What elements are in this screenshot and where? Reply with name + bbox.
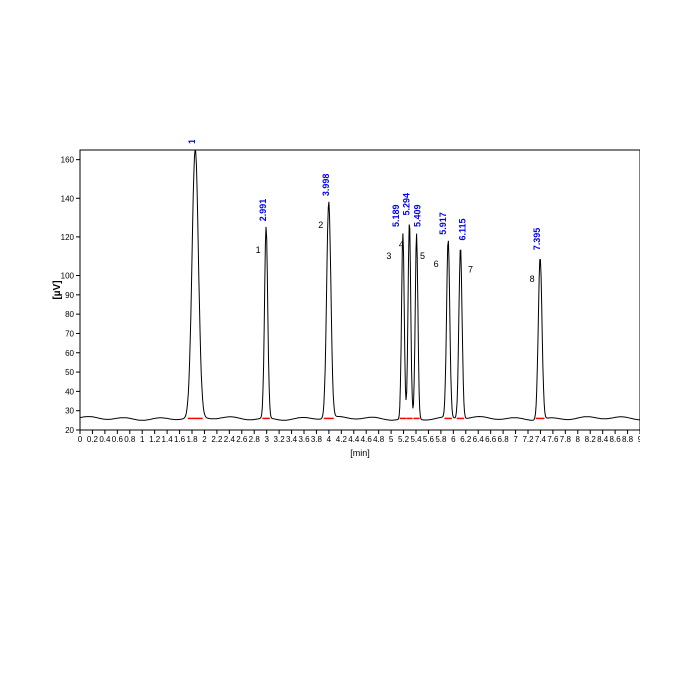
x-axis-label: [min] xyxy=(350,448,370,458)
xtick-label: 4.4 xyxy=(348,435,360,444)
xtick-label: 3.4 xyxy=(286,435,298,444)
xtick-label: 0.2 xyxy=(87,435,99,444)
peak-number-label: 3 xyxy=(386,251,391,261)
peak-number-label: 1 xyxy=(256,245,261,255)
xtick-label: 8.8 xyxy=(622,435,634,444)
xtick-label: 7.2 xyxy=(522,435,534,444)
xtick-label: 4 xyxy=(327,435,332,444)
xtick-label: 5.8 xyxy=(435,435,447,444)
peak-number-label: 5 xyxy=(420,251,425,261)
ytick-label: 20 xyxy=(65,426,74,435)
ytick-label: 40 xyxy=(65,387,74,396)
xtick-label: 0.8 xyxy=(124,435,136,444)
xtick-label: 6.6 xyxy=(485,435,497,444)
ytick-label: 120 xyxy=(61,233,75,242)
peak-number-label: 2 xyxy=(318,220,323,230)
xtick-label: 3.8 xyxy=(311,435,323,444)
xtick-label: 2.4 xyxy=(224,435,236,444)
retention-time-label: 5.917 xyxy=(438,212,448,235)
xtick-label: 7.6 xyxy=(547,435,559,444)
ytick-label: 90 xyxy=(65,291,74,300)
xtick-label: 3 xyxy=(264,435,269,444)
retention-time-label: 3.998 xyxy=(321,174,331,197)
peak-number-label: 7 xyxy=(468,265,473,275)
ytick-label: 60 xyxy=(65,349,74,358)
retention-time-label: 7.395 xyxy=(532,228,542,251)
xtick-label: 6.4 xyxy=(473,435,485,444)
xtick-label: 7.4 xyxy=(535,435,547,444)
xtick-label: 1.4 xyxy=(162,435,174,444)
xtick-label: 4.2 xyxy=(336,435,348,444)
ytick-label: 100 xyxy=(61,272,75,281)
peak-number-label: 4 xyxy=(399,239,404,249)
retention-time-label: 1.852 xyxy=(187,140,197,144)
y-axis-label: [µV] xyxy=(52,280,63,299)
plot-area xyxy=(80,150,640,430)
ytick-label: 70 xyxy=(65,329,74,338)
peak-number-label: 8 xyxy=(530,274,535,284)
xtick-label: 6 xyxy=(451,435,456,444)
retention-time-label: 2.991 xyxy=(258,199,268,222)
xtick-label: 5 xyxy=(389,435,394,444)
xtick-label: 0 xyxy=(78,435,83,444)
xtick-label: 8.2 xyxy=(585,435,597,444)
xtick-label: 2.6 xyxy=(236,435,248,444)
xtick-label: 5.2 xyxy=(398,435,410,444)
xtick-label: 1.8 xyxy=(186,435,198,444)
xtick-label: 9 xyxy=(638,435,640,444)
xtick-label: 8 xyxy=(576,435,581,444)
retention-time-label: 5.189 xyxy=(391,205,401,228)
xtick-label: 6.2 xyxy=(460,435,472,444)
xtick-label: 1.6 xyxy=(174,435,186,444)
ytick-label: 140 xyxy=(61,194,75,203)
xtick-label: 4.8 xyxy=(373,435,385,444)
ytick-label: 30 xyxy=(65,407,74,416)
xtick-label: 8.6 xyxy=(610,435,622,444)
ytick-label: 50 xyxy=(65,368,74,377)
retention-time-label: 6.115 xyxy=(457,219,467,241)
xtick-label: 5.4 xyxy=(410,435,422,444)
xtick-label: 0.4 xyxy=(99,435,111,444)
xtick-label: 7.8 xyxy=(560,435,572,444)
xtick-label: 6.8 xyxy=(498,435,510,444)
retention-time-label: 5.409 xyxy=(413,205,423,228)
xtick-label: 1.2 xyxy=(149,435,161,444)
xtick-label: 2 xyxy=(202,435,207,444)
xtick-label: 0.6 xyxy=(112,435,124,444)
chromatogram-chart: 20 30 40 50 60 70 80 90 100 120 140 160 0 0.20.40.60.… xyxy=(50,140,640,490)
xtick-label: 2.2 xyxy=(211,435,223,444)
xtick-label: 5.6 xyxy=(423,435,435,444)
retention-time-label: 5.294 xyxy=(401,193,411,216)
xtick-label: 4.6 xyxy=(361,435,373,444)
xtick-label: 1 xyxy=(140,435,145,444)
ytick-label: 160 xyxy=(61,156,75,165)
peak-number-label: 6 xyxy=(434,259,439,269)
xtick-label: 8.4 xyxy=(597,435,609,444)
ytick-label: 80 xyxy=(65,310,74,319)
xtick-label: 7 xyxy=(513,435,518,444)
xtick-label: 2.8 xyxy=(249,435,261,444)
xtick-label: 3.6 xyxy=(298,435,310,444)
xtick-label: 3.2 xyxy=(274,435,286,444)
